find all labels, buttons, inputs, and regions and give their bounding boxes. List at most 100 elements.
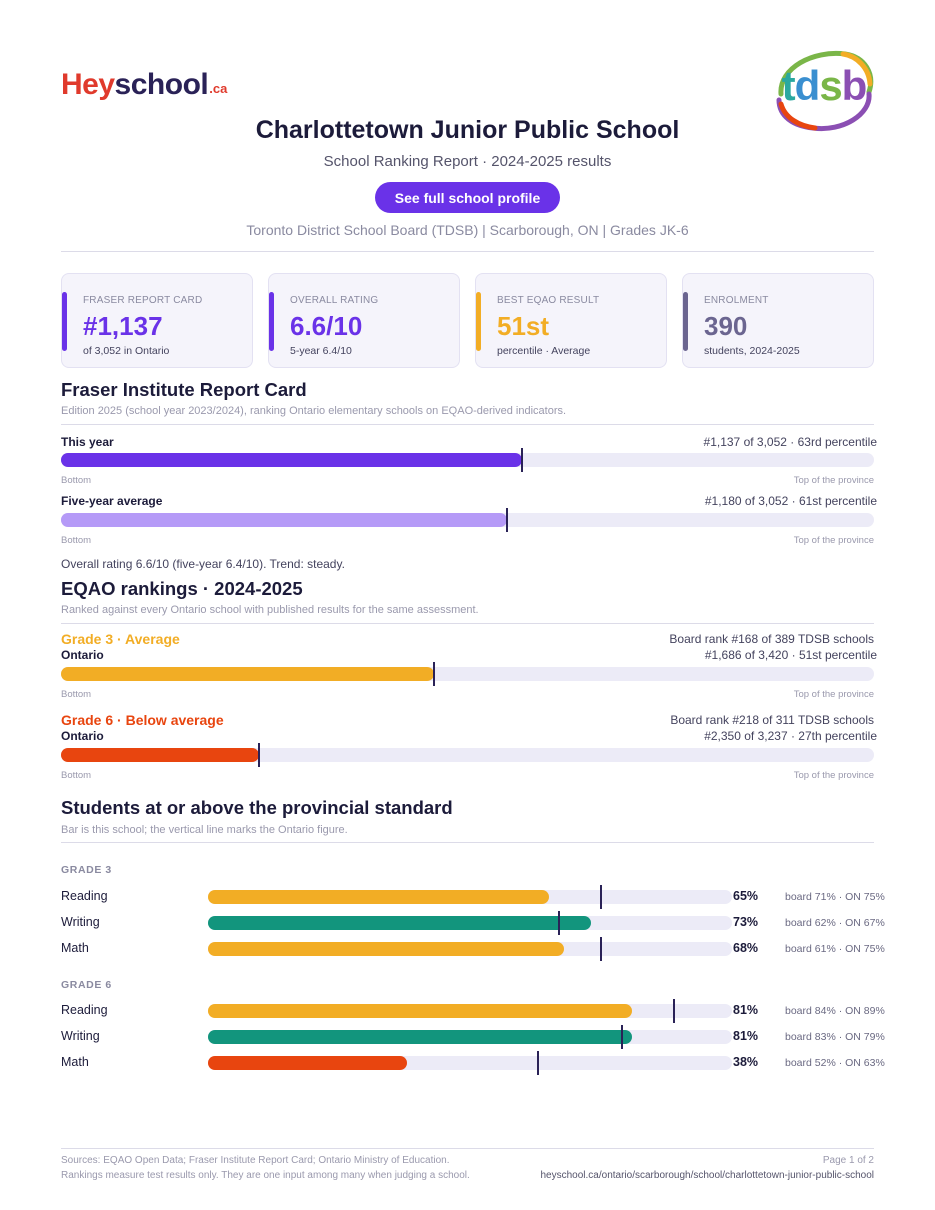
standard-comparison: board 52% · ON 63% [785,1057,885,1069]
standard-subject-label: Math [61,941,89,955]
standard-comparison: board 84% · ON 89% [785,1005,885,1017]
footer-page: Page 1 of 2 [822,1155,874,1166]
bar-fill [61,667,435,681]
card-value: #1,137 [83,311,163,341]
card-value: 390 [704,311,748,341]
card-sub: students, 2024-2025 [704,345,800,357]
card-label: ENROLMENT [704,295,769,306]
divider [61,842,874,843]
tdsb-letter-d: d [794,62,821,109]
top-label: Top of the province [793,475,874,486]
fraser-this-year-detail: #1,137 of 3,052 · 63rd percentile [703,435,877,449]
fraser-this-year-label: This year [61,435,114,449]
standard-bar-fill [208,1030,633,1044]
bar-fill [61,748,259,762]
bar-fill [61,513,508,527]
card-enrolment: ENROLMENT 390 students, 2024-2025 [682,273,874,368]
top-label: Top of the province [793,770,874,781]
divider [61,424,874,425]
fraser-five-year-bar [61,508,874,532]
card-fraser: FRASER REPORT CARD #1,137 of 3,052 in On… [61,273,253,368]
eqao-grade6-scope: Ontario [61,729,104,743]
eqao-note: Ranked against every Ontario school with… [61,604,479,616]
fraser-note: Edition 2025 (school year 2023/2024), ra… [61,405,567,417]
footer-url[interactable]: heyschool.ca/ontario/scarborough/school/… [540,1170,874,1181]
standard-heading: Students at or above the provincial stan… [61,797,453,818]
card-sub: percentile · Average [497,345,591,357]
fraser-heading: Fraser Institute Report Card [61,379,307,400]
bottom-label: Bottom [61,475,92,486]
tdsb-letter-b: b [841,62,868,109]
standard-percent: 73% [733,915,759,929]
standard-bar [208,1025,732,1049]
eqao-grade6-board-rank: Board rank #218 of 311 TDSB schools [670,713,874,727]
tdsb-logo: tdsb [773,48,875,132]
standard-percent: 68% [733,941,759,955]
card-accent [683,292,688,351]
card-label: OVERALL RATING [290,295,379,306]
footer-sources: Sources: EQAO Open Data; Fraser Institut… [61,1155,450,1166]
fraser-summary: Overall rating 6.6/10 (five-year 6.4/10)… [61,557,345,571]
standard-bar-fill [208,1056,408,1070]
standard-percent: 81% [733,1003,759,1017]
standard-subject-label: Writing [61,1029,100,1043]
divider [61,623,874,624]
school-meta: Toronto District School Board (TDSB) | S… [246,222,689,238]
standard-bar [208,999,732,1023]
eqao-grade3-detail: #1,686 of 3,420 · 51st percentile [704,648,877,662]
divider [61,1148,874,1149]
standard-percent: 65% [733,889,759,903]
standard-comparison: board 62% · ON 67% [785,917,885,929]
standard-subject-label: Reading [61,889,108,903]
card-value: 6.6/10 [290,311,363,341]
ontario-marker [600,937,602,961]
standard-bar-fill [208,890,549,904]
standard-comparison: board 83% · ON 79% [785,1031,885,1043]
standard-comparison: board 61% · ON 75% [785,943,885,955]
standard-grade-caption: GRADE 3 [61,864,112,876]
top-label: Top of the province [793,689,874,700]
bar-marker [433,662,436,686]
page-title: Charlottetown Junior Public School [255,116,680,144]
standard-percent: 38% [733,1055,759,1069]
bottom-label: Bottom [61,535,92,546]
footer-disclaimer: Rankings measure test results only. They… [61,1170,470,1181]
tdsb-letter-s: s [819,62,842,109]
fraser-this-year-bar [61,448,874,472]
ontario-marker [558,911,561,935]
card-accent [476,292,481,351]
standard-bar [208,911,732,935]
bar-marker [506,508,509,532]
ontario-marker [600,885,602,909]
standard-bar-fill [208,1004,633,1018]
eqao-grade6-bar [61,743,874,767]
full-profile-button[interactable]: See full school profile [375,182,560,213]
standard-bar-fill [208,916,591,930]
ontario-marker [673,999,676,1023]
standard-subject-label: Math [61,1055,89,1069]
standard-percent: 81% [733,1029,759,1043]
card-sub: of 3,052 in Ontario [83,345,170,357]
standard-subject-label: Reading [61,1003,108,1017]
logo-ca: .ca [209,81,228,96]
heyschool-logo[interactable]: Hey school .ca [61,62,227,102]
top-label: Top of the province [793,535,874,546]
eqao-grade6-title: Grade 6 · Below average [61,712,224,728]
card-accent [269,292,274,351]
bar-marker [257,743,260,767]
eqao-heading: EQAO rankings · 2024-2025 [61,578,303,599]
eqao-grade3-board-rank: Board rank #168 of 389 TDSB schools [669,632,874,646]
standard-bar-fill [208,942,565,956]
eqao-grade3-title: Grade 3 · Average [61,631,180,647]
card-eqao: BEST EQAO RESULT 51st percentile · Avera… [475,273,667,368]
divider [61,251,874,252]
card-label: BEST EQAO RESULT [497,295,600,306]
card-rating: OVERALL RATING 6.6/10 5-year 6.4/10 [268,273,460,368]
eqao-grade6-detail: #2,350 of 3,237 · 27th percentile [704,729,877,743]
standard-subject-label: Writing [61,915,100,929]
card-accent [62,292,67,351]
page-subtitle: School Ranking Report · 2024-2025 result… [323,153,612,170]
bottom-label: Bottom [61,689,92,700]
standard-bar [208,885,732,909]
card-label: FRASER REPORT CARD [83,295,203,306]
